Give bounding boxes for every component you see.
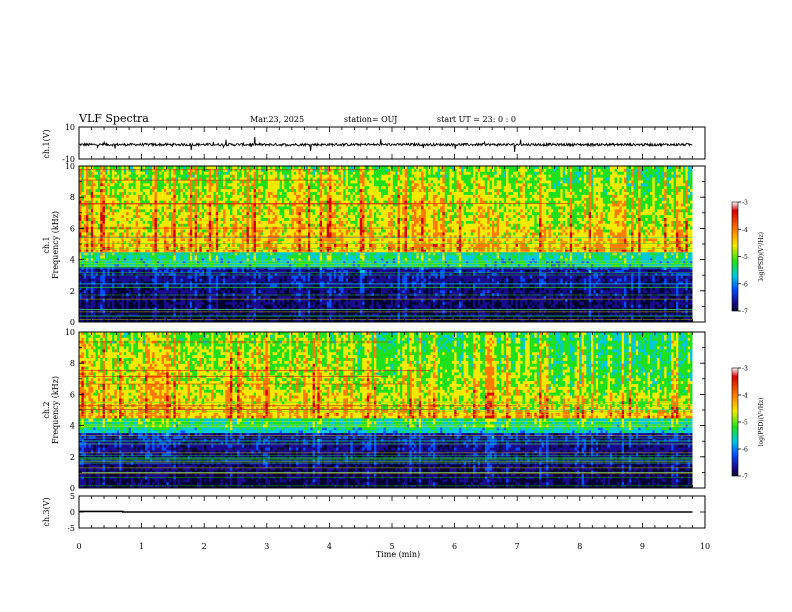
x-tick-label: 5 [389,542,394,551]
ch3-waveform-panel: 5 0 -5 [67,492,706,533]
ch1-spectrogram-interference-lines [79,169,693,320]
ch1-frequency-ylabel: Frequency (kHz) [51,211,60,279]
colorbar-label: log(PSD)(V²/Hz) [758,398,765,447]
ch2-spectrogram-cells [79,332,693,489]
colorbar-label: log(PSD)(V²/Hz) [758,232,765,281]
ch1-spectrogram-ytick-label: 4 [70,256,75,265]
time-axis: 0 1 2 3 4 5 6 7 8 9 10 [76,542,710,551]
ch1-waveform-ytick-label: 10 [65,123,75,132]
ch3-waveform-line [79,510,693,513]
ch2-channel-label: ch.2 [42,401,51,418]
start-time-label: start UT = 23: 0 : 0 [437,115,516,124]
x-tick-label: 3 [264,542,269,551]
ch2-spectrogram-ytick-label: 4 [70,422,75,431]
colorbar-tick-label: -7 [742,309,748,316]
ch1-spectrogram-ytick-label: 2 [70,287,75,296]
ch1-spectrogram-ytick-label: 10 [65,162,75,171]
ch2-spectrogram-interference-lines [79,341,693,487]
colorbar-gradient [731,367,739,477]
colorbar-tick-label: -3 [742,366,748,373]
ch1-waveform-ylabel: ch.1(V) [42,129,51,158]
ch2-spectrogram-ytick-label: 8 [70,359,75,368]
x-tick-label: 6 [452,542,457,551]
x-tick-label: 1 [139,542,144,551]
ch1-waveform-line [78,136,693,153]
ch2-spectrogram-ytick-label: 6 [70,390,75,399]
ch2-frequency-ylabel: Frequency (kHz) [51,376,60,444]
ch1-channel-label: ch.1 [42,236,51,253]
ch3-waveform-ytick-label: 0 [70,508,75,517]
ch1-colorbar: -3 -4 -5 -6 -7 log(PSD)(V²/Hz) [731,200,765,316]
x-tick-label: 10 [700,542,710,551]
figure-title: VLF Spectra [78,112,149,125]
colorbar-tick-label: -5 [742,254,748,261]
colorbar-tick-label: -4 [742,227,748,234]
ch3-waveform-ytick-label: 5 [70,492,75,501]
x-tick-label: 0 [76,542,81,551]
ch1-spectrogram-ytick-label: 8 [70,193,75,202]
ch3-waveform-ytick-label: -5 [67,524,75,533]
station-label: station= OUJ [344,115,397,124]
colorbar-tick-label: -5 [742,420,748,427]
x-tick-label: 7 [515,542,520,551]
ch2-colorbar: -3 -4 -5 -6 -7 log(PSD)(V²/Hz) [731,366,765,481]
x-tick-label: 2 [202,542,207,551]
ch1-waveform-panel: 10 -10 [62,123,706,164]
x-axis-label: Time (min) [376,550,420,559]
colorbar-tick-label: -4 [742,393,748,400]
colorbar-tick-label: -7 [742,474,748,481]
colorbar-tick-label: -6 [742,281,748,288]
ch3-waveform-ylabel: ch.3(V) [42,497,51,526]
x-tick-label: 4 [327,542,332,551]
colorbar-tick-label: -3 [742,200,748,207]
date-label: Mar.23, 2025 [250,115,304,124]
ch1-waveform-ytick-label: -10 [62,155,75,164]
ch2-spectrogram-panel: 10 8 6 4 2 0 [65,328,706,493]
ch1-spectrogram-ytick-label: 6 [70,224,75,233]
ch2-spectrogram-ytick-label: 2 [70,453,75,462]
x-tick-label: 8 [577,542,582,551]
x-tick-label: 9 [640,542,645,551]
ch2-spectrogram-ytick-label: 10 [65,328,75,337]
colorbar-gradient [731,201,739,312]
ch2-spectrogram-ytick-label: 0 [70,484,75,493]
colorbar-tick-label: -6 [742,447,748,454]
ch1-spectrogram-ytick-label: 0 [70,318,75,327]
ch1-spectrogram-panel: 10 8 6 4 2 0 [65,162,706,327]
